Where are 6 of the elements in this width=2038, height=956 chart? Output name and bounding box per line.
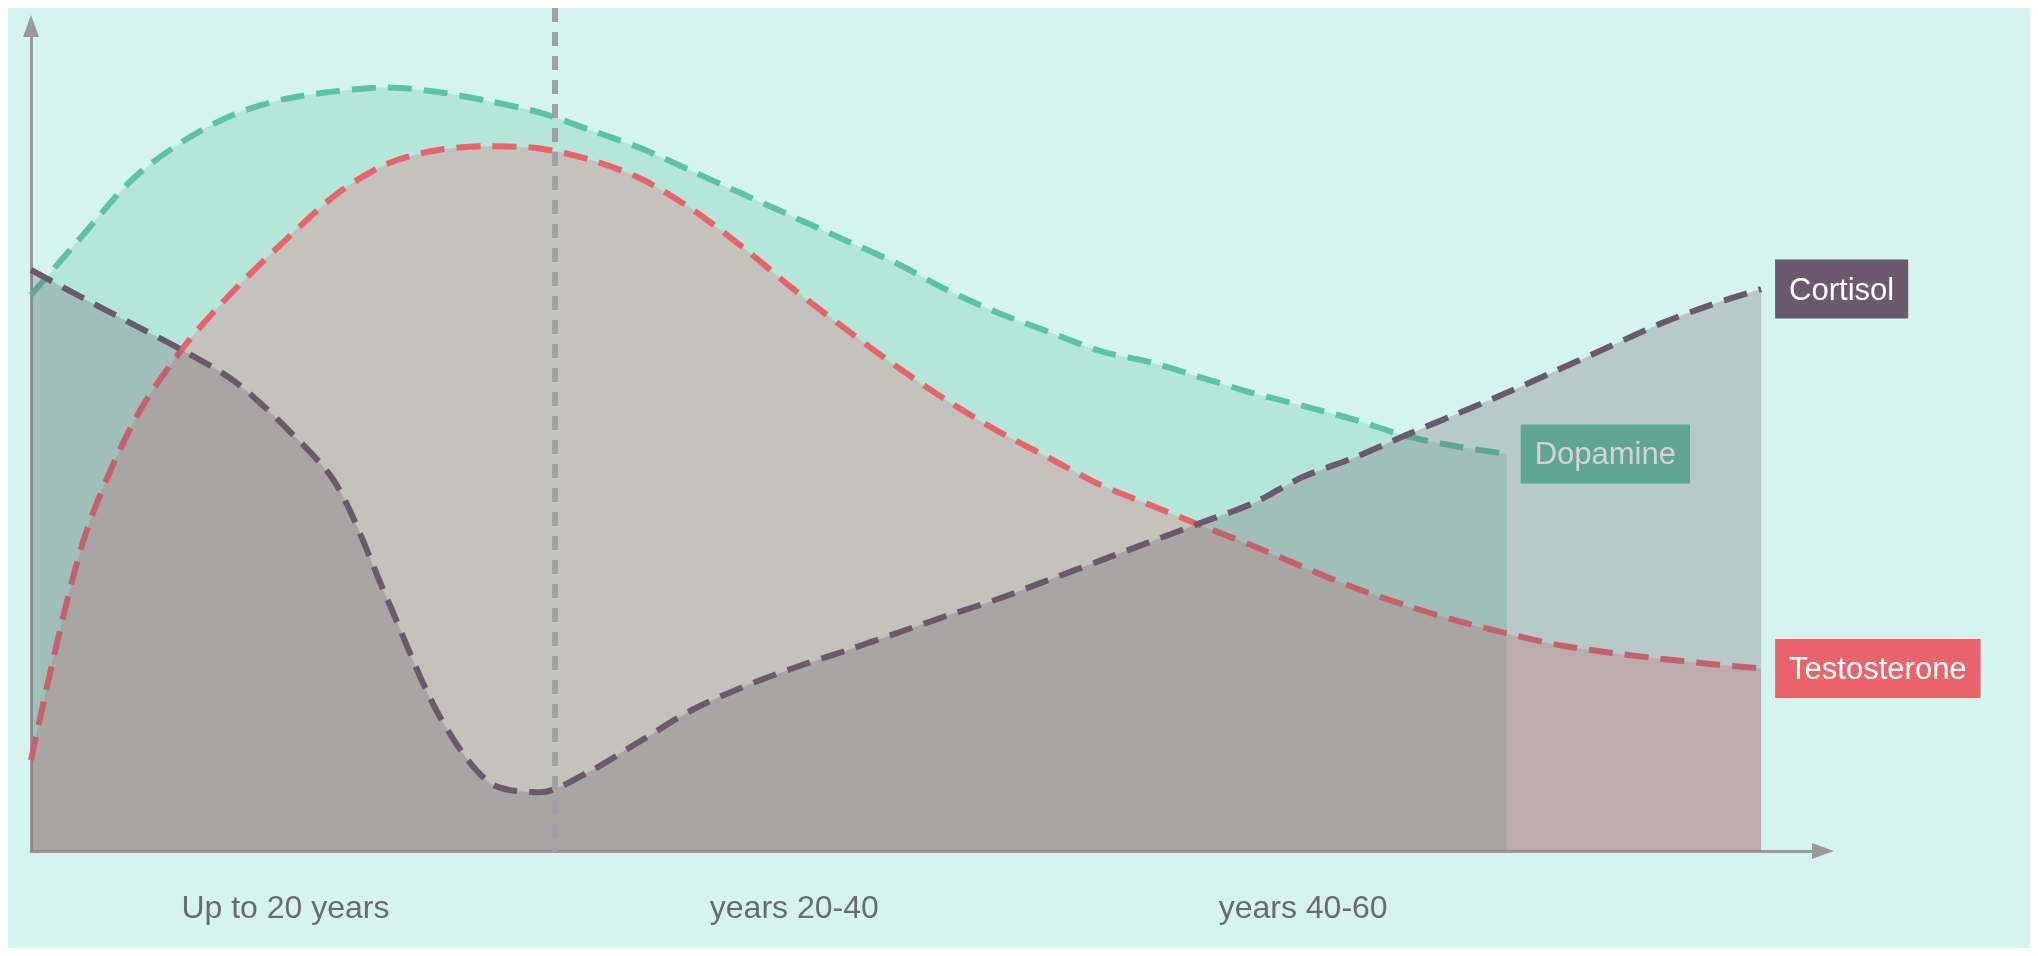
x-tick-label: years 40-60 xyxy=(1218,889,1388,925)
x-tick-label: Up to 20 years xyxy=(181,889,390,925)
x-tick-label: years 20-40 xyxy=(709,889,879,925)
series-label: Cortisol xyxy=(1789,271,1895,307)
series-label: Dopamine xyxy=(1534,436,1676,472)
series-label: Testosterone xyxy=(1789,651,1967,687)
